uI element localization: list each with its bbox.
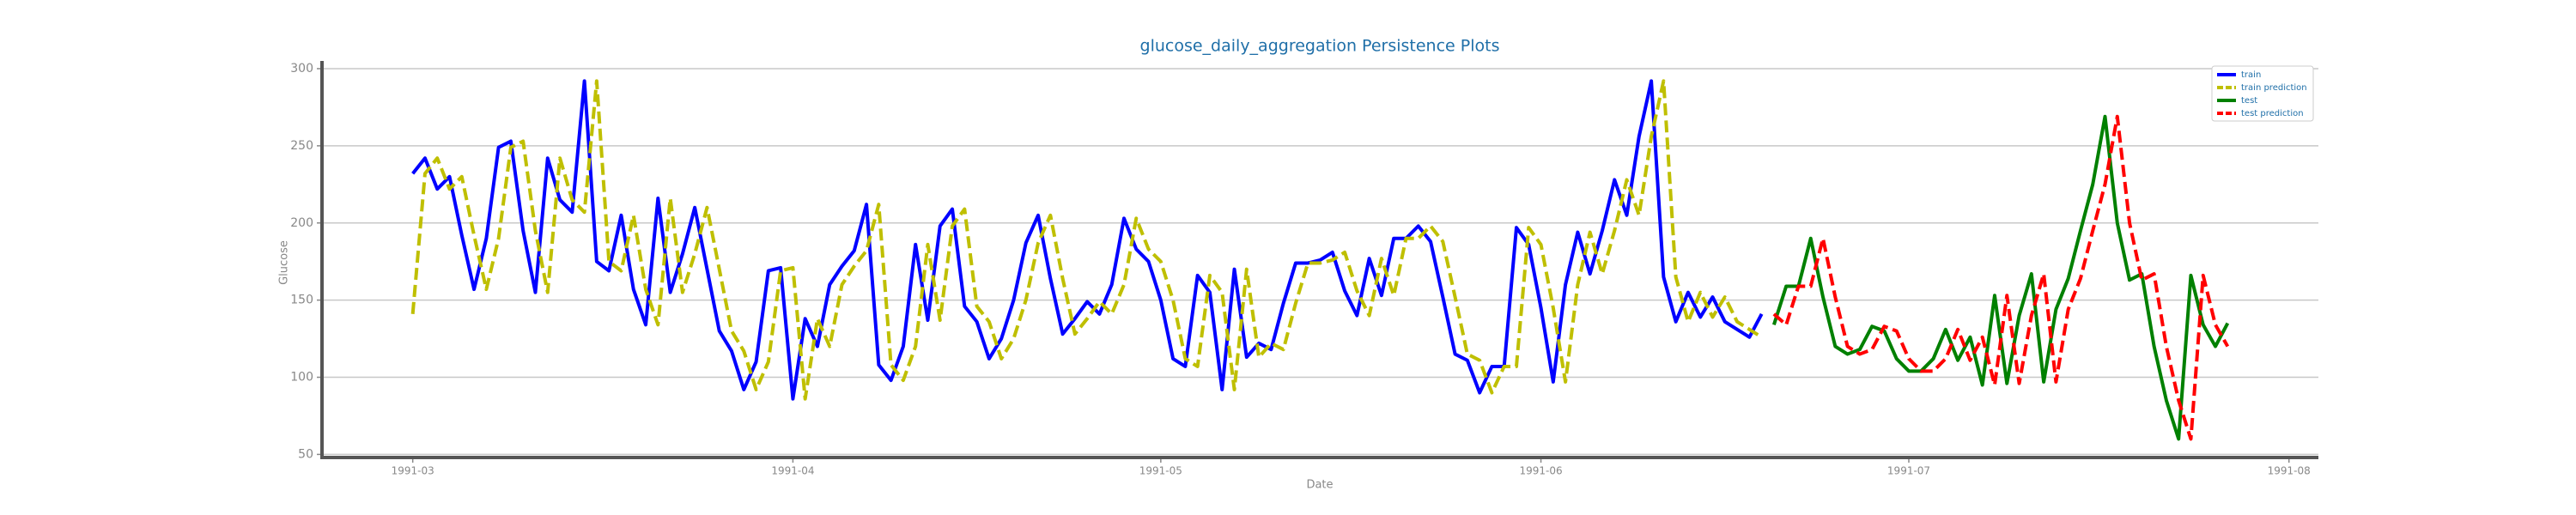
series-line <box>1772 114 2230 441</box>
y-tick-label: 150 <box>290 294 313 307</box>
x-tick-label: 1991-05 <box>1139 465 1182 477</box>
y-tick-label: 100 <box>290 371 313 385</box>
legend-box <box>2211 65 2314 122</box>
series-line <box>1772 114 2230 441</box>
legend-label: test <box>2241 96 2257 106</box>
y-tick-label: 300 <box>290 62 313 76</box>
legend-label: train <box>2241 70 2261 80</box>
y-tick-label: 200 <box>290 216 313 230</box>
x-axis-label: Date <box>1306 479 1333 492</box>
x-tick-label: 1991-06 <box>1519 465 1562 477</box>
y-tick-label: 250 <box>290 139 313 153</box>
x-tick-label: 1991-07 <box>1887 465 1930 477</box>
y-axis-label: Glucose <box>278 240 291 285</box>
legend-label: train prediction <box>2241 83 2307 93</box>
series-line <box>410 79 1763 401</box>
series-line <box>411 79 1764 401</box>
x-tick-label: 1991-03 <box>392 465 434 477</box>
chart-title: glucose_daily_aggregation Persistence Pl… <box>1140 37 1500 56</box>
y-tick-label: 50 <box>298 447 313 461</box>
legend-label: test prediction <box>2241 109 2304 118</box>
x-tick-label: 1991-08 <box>2268 465 2311 477</box>
x-tick-label: 1991-04 <box>771 465 814 477</box>
